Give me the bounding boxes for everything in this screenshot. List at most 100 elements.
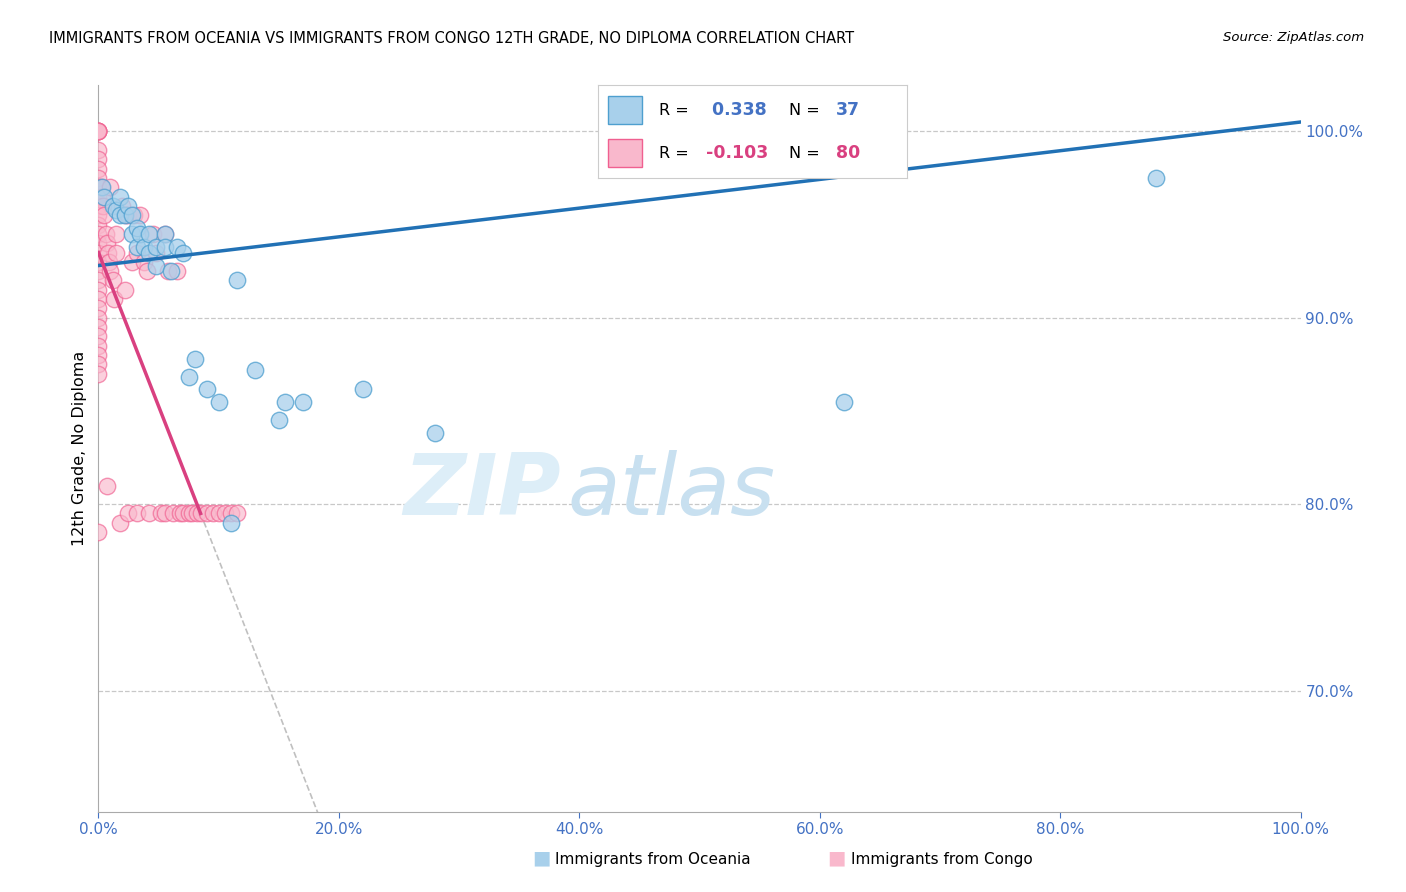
- Point: [166, 240, 188, 254]
- Text: ■: ■: [827, 848, 846, 867]
- Point: [162, 507, 184, 521]
- Point: [145, 245, 167, 260]
- Point: [103, 292, 125, 306]
- Point: [145, 240, 167, 254]
- Point: [87, 153, 110, 167]
- Point: [105, 227, 128, 241]
- Point: [138, 227, 160, 241]
- Point: [108, 208, 131, 222]
- Point: [219, 507, 242, 521]
- Point: [172, 245, 194, 260]
- Point: [96, 478, 118, 492]
- Text: atlas: atlas: [567, 450, 775, 533]
- Point: [166, 264, 188, 278]
- Point: [125, 221, 148, 235]
- Point: [111, 199, 134, 213]
- Text: Source: ZipAtlas.com: Source: ZipAtlas.com: [1223, 31, 1364, 45]
- Point: [117, 199, 139, 213]
- Point: [129, 208, 152, 222]
- Text: R =: R =: [659, 145, 695, 161]
- Text: ■: ■: [531, 848, 551, 867]
- Point: [98, 255, 121, 269]
- Point: [274, 394, 297, 409]
- Point: [105, 245, 128, 260]
- Point: [108, 516, 131, 530]
- Point: [159, 264, 181, 278]
- Point: [87, 339, 110, 353]
- Point: [135, 264, 157, 278]
- Bar: [609, 139, 643, 167]
- Point: [219, 516, 242, 530]
- Point: [225, 507, 247, 521]
- Point: [87, 320, 110, 334]
- Point: [195, 507, 218, 521]
- Point: [124, 208, 146, 222]
- Text: 80: 80: [835, 145, 860, 162]
- Point: [145, 259, 167, 273]
- Point: [214, 507, 236, 521]
- Point: [153, 507, 176, 521]
- Point: [93, 208, 115, 222]
- Point: [100, 264, 122, 278]
- Point: [87, 367, 110, 381]
- Point: [91, 199, 114, 213]
- Point: [105, 202, 128, 217]
- Point: [149, 507, 172, 521]
- Point: [183, 351, 205, 366]
- Point: [832, 394, 855, 409]
- Point: [153, 240, 176, 254]
- Point: [101, 273, 124, 287]
- Point: [87, 245, 110, 260]
- Point: [117, 507, 139, 521]
- Point: [157, 264, 180, 278]
- Point: [87, 301, 110, 316]
- Point: [132, 255, 155, 269]
- Point: [87, 161, 110, 176]
- Bar: [609, 96, 643, 124]
- Point: [125, 240, 148, 254]
- Point: [352, 382, 374, 396]
- Point: [96, 236, 118, 251]
- Point: [121, 255, 143, 269]
- Point: [190, 507, 212, 521]
- Point: [93, 189, 115, 203]
- Point: [87, 227, 110, 241]
- Point: [90, 180, 112, 194]
- Point: [267, 413, 290, 427]
- Text: Immigrants from Congo: Immigrants from Congo: [851, 852, 1032, 867]
- Point: [153, 227, 176, 241]
- Point: [208, 394, 231, 409]
- Point: [91, 180, 114, 194]
- Point: [181, 507, 204, 521]
- Point: [114, 208, 136, 222]
- Point: [114, 208, 136, 222]
- Text: IMMIGRANTS FROM OCEANIA VS IMMIGRANTS FROM CONGO 12TH GRADE, NO DIPLOMA CORRELAT: IMMIGRANTS FROM OCEANIA VS IMMIGRANTS FR…: [49, 31, 855, 46]
- Point: [117, 208, 139, 222]
- Point: [243, 363, 266, 377]
- Point: [87, 273, 110, 287]
- Point: [172, 507, 194, 521]
- Text: 0.338: 0.338: [706, 101, 766, 119]
- Point: [87, 124, 110, 138]
- Point: [87, 218, 110, 232]
- Point: [225, 273, 247, 287]
- Point: [87, 310, 110, 325]
- Point: [87, 329, 110, 343]
- Point: [87, 208, 110, 222]
- Point: [87, 180, 110, 194]
- Point: [101, 199, 124, 213]
- Y-axis label: 12th Grade, No Diploma: 12th Grade, No Diploma: [72, 351, 87, 546]
- Point: [121, 227, 143, 241]
- Point: [87, 189, 110, 203]
- Point: [87, 143, 110, 157]
- Text: 37: 37: [835, 101, 859, 119]
- Text: R =: R =: [659, 103, 695, 118]
- Point: [87, 124, 110, 138]
- Point: [97, 245, 120, 260]
- Point: [153, 227, 176, 241]
- Text: Immigrants from Oceania: Immigrants from Oceania: [555, 852, 751, 867]
- Point: [87, 525, 110, 540]
- Point: [87, 199, 110, 213]
- Point: [138, 507, 160, 521]
- Point: [125, 507, 148, 521]
